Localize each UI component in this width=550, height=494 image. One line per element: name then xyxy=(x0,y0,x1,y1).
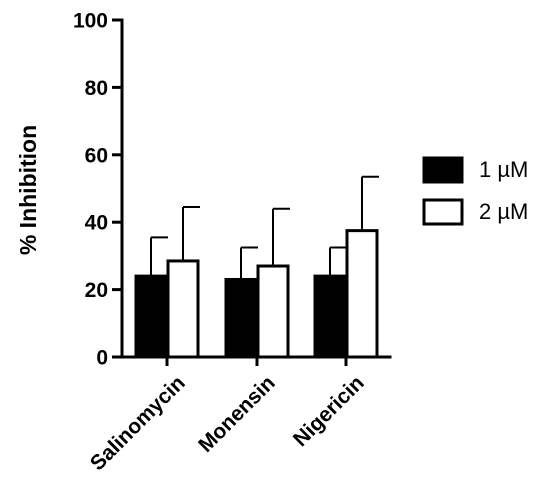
y-tick-label: 20 xyxy=(85,279,108,302)
bar-1uM xyxy=(224,277,258,359)
legend: 1 µM 2 µM xyxy=(422,156,528,226)
x-category-label: Salinomycin xyxy=(86,371,190,475)
y-tick-label: 100 xyxy=(73,10,108,33)
y-tick-label: 40 xyxy=(85,212,108,235)
error-bars xyxy=(150,175,379,280)
legend-swatch xyxy=(422,156,464,184)
y-tick-label: 0 xyxy=(96,347,108,370)
bar-2uM xyxy=(166,259,200,359)
y-tick-label: 80 xyxy=(85,77,108,100)
bar-1uM xyxy=(134,274,168,359)
y-tick-label: 60 xyxy=(85,144,108,167)
legend-swatch xyxy=(422,198,464,226)
y-axis: 0 20 40 60 80 100 xyxy=(73,10,124,370)
bars xyxy=(134,229,379,359)
bar-1uM xyxy=(313,274,347,359)
bar-2uM xyxy=(256,264,290,359)
legend-label: 1 µM xyxy=(479,157,528,182)
bar-2uM xyxy=(345,229,379,359)
x-category-label: Monensin xyxy=(194,371,280,457)
x-category-label: Nigericin xyxy=(289,371,369,451)
legend-label: 2 µM xyxy=(479,199,528,224)
y-axis-title: % Inhibition xyxy=(15,125,41,255)
x-axis: Salinomycin Monensin Nigericin xyxy=(86,355,392,475)
